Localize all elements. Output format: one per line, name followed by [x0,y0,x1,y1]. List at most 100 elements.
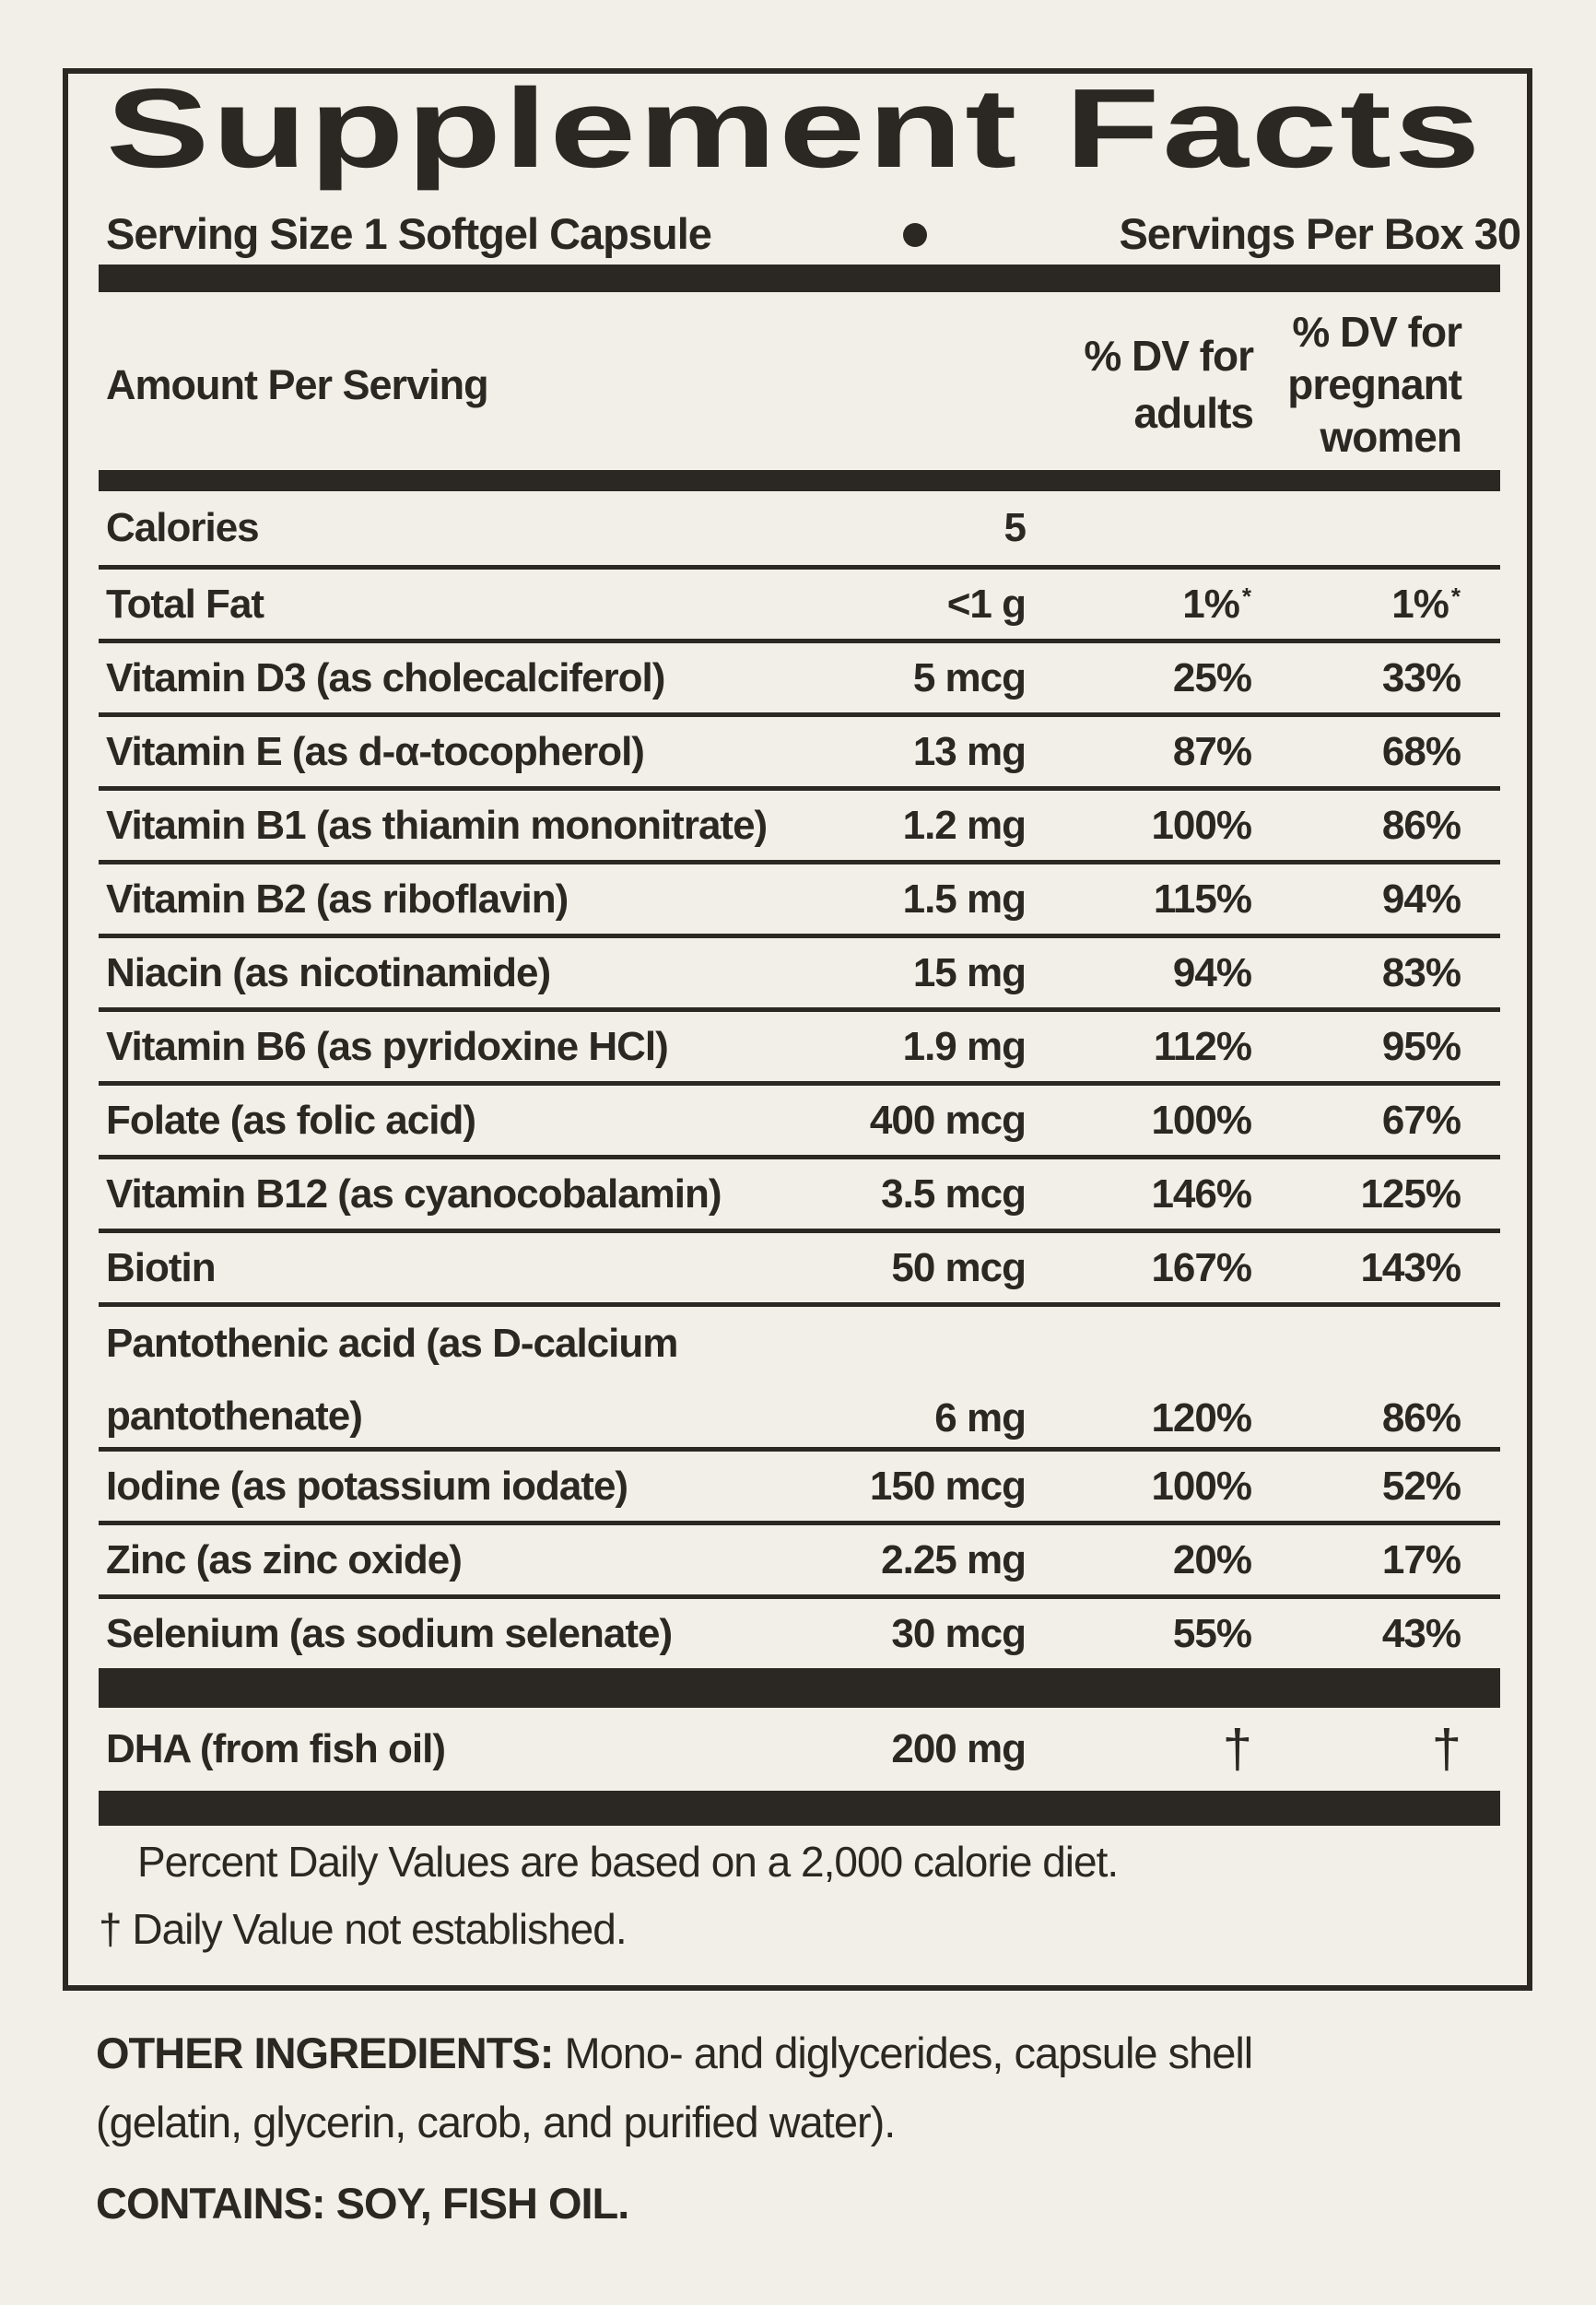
row-label: Vitamin B12 (as cyanocobalamin) [106,1170,722,1217]
row-label: Vitamin B6 (as pyridoxine HCl) [106,1023,669,1069]
footnote-daily-values: Percent Daily Values are based on a 2,00… [137,1838,1119,1886]
row-amount: 1.2 mg [902,802,1027,848]
contains-statement: CONTAINS: SOY, FISH OIL. [96,2179,629,2228]
nutrient-table-dha-section: DHA (from fish oil) 200 mg † † [99,1708,1500,1791]
row-dv-pregnant: 17% [1381,1536,1461,1582]
row-dv-pregnant: 43% [1381,1610,1461,1656]
row-dv-pregnant: 1% * [1391,581,1461,627]
table-row: Biotin 50 mcg 167% 143% [99,1233,1500,1307]
row-amount: 15 mg [912,949,1027,995]
header-line: % DV for [1292,308,1462,356]
row-amount: 1.5 mg [902,876,1027,922]
serving-size-text: Serving Size 1 Softgel Capsule [106,209,712,258]
row-dv-adults: 87% [1172,728,1252,774]
row-dv-adults: 25% [1172,654,1252,700]
separator-bar-thick [99,265,1500,292]
row-label: Calories [106,505,260,550]
row-amount: 5 mcg [912,654,1027,700]
row-label: Vitamin B1 (as thiamin mononitrate) [106,802,768,848]
row-amount: 13 mg [912,728,1027,774]
row-dv-pregnant: 143% [1360,1244,1461,1290]
other-ingredients-line2: (gelatin, glycerin, carob, and purified … [96,2098,896,2146]
table-row: Folate (as folic acid) 400 mcg 100% 67% [99,1086,1500,1159]
row-dv-pregnant: 86% [1381,1395,1461,1441]
row-label: Vitamin D3 (as cholecalciferol) [106,654,665,700]
row-label: DHA (from fish oil) [106,1726,446,1771]
other-ingredients-statement: OTHER INGREDIENTS: Mono- and diglyceride… [96,2018,1496,2157]
separator-bar-medium [99,470,1500,491]
row-label: Folate (as folic acid) [106,1097,476,1143]
servings-per-box-text: Servings Per Box 30 [1119,209,1521,258]
page-title: Supplement Facts [106,65,1484,191]
row-dv-pregnant: 52% [1381,1463,1461,1509]
table-row: Pantothenic acid (as D-calcium pantothena… [99,1307,1500,1452]
other-ingredients-heading: OTHER INGREDIENTS: [96,2029,554,2077]
row-dv-adults: 100% [1151,802,1252,848]
table-row: Zinc (as zinc oxide) 2.25 mg 20% 17% [99,1525,1500,1599]
row-amount: <1 g [946,581,1027,627]
row-dv-pregnant: 83% [1381,949,1461,995]
row-dv-pregnant: 68% [1381,728,1461,774]
table-row: Vitamin D3 (as cholecalciferol) 5 mcg 25% 3… [99,643,1500,717]
row-dv-adults: 120% [1151,1395,1252,1441]
table-row: Total Fat <1 g 1% * 1% * [99,570,1500,643]
row-amount: 6 mg [934,1395,1027,1441]
table-row: Vitamin B6 (as pyridoxine HCl) 1.9 mg 112%… [99,1012,1500,1086]
row-label: Vitamin E (as d-α-tocopherol) [106,728,645,774]
table-row: Calories 5 [99,491,1500,570]
column-header-dv-adults: % DV for adults [1084,327,1254,441]
row-amount: 5 [1003,505,1027,550]
row-label: Iodine (as potassium iodate) [106,1463,628,1509]
header-line: pregnant [1287,360,1462,408]
row-dv-pregnant: 86% [1381,802,1461,848]
row-amount: 30 mcg [891,1610,1027,1656]
separator-bar-thick [99,1791,1500,1826]
row-label: Pantothenic acid (as D-calcium pantothena… [106,1321,678,1439]
row-amount: 150 mcg [869,1463,1027,1509]
table-row-dha: DHA (from fish oil) 200 mg † † [99,1708,1500,1791]
bullet-separator-icon [903,223,927,247]
table-row: Vitamin E (as d-α-tocopherol) 13 mg 87% 68% [99,717,1500,791]
row-dv-adults: 94% [1172,949,1252,995]
table-row: Vitamin B2 (as riboflavin) 1.5 mg 115% 94% [99,864,1500,938]
row-amount: 400 mcg [869,1097,1027,1143]
row-dv-adults: 55% [1172,1610,1252,1656]
row-dv-adults: 1% * [1182,581,1251,627]
separator-bar-thick [99,1668,1500,1708]
row-dv-pregnant: 95% [1381,1023,1461,1069]
row-label: Zinc (as zinc oxide) [106,1536,463,1582]
row-dv-pregnant: 125% [1360,1170,1461,1217]
column-header-dv-pregnant: % DV for pregnant women [1287,306,1462,464]
row-dv-adults: 100% [1151,1097,1252,1143]
row-label: Total Fat [106,581,264,627]
row-label: Biotin [106,1244,217,1290]
row-dv-pregnant: † [1431,1719,1461,1780]
row-amount: 2.25 mg [881,1536,1027,1582]
header-line: % DV for [1084,332,1254,380]
row-label: Niacin (as nicotinamide) [106,949,551,995]
row-dv-adults: 20% [1172,1536,1252,1582]
row-amount: 3.5 mcg [881,1170,1027,1217]
row-dv-adults: † [1222,1719,1252,1780]
row-label: Vitamin B2 (as riboflavin) [106,876,569,922]
footnote-dagger: † Daily Value not established. [99,1905,628,1953]
nutrient-table: Calories 5 Total Fat <1 g 1% * 1% * Vitamin D3 (… [99,491,1500,1668]
table-row: Vitamin B12 (as cyanocobalamin) 3.5 mcg 14… [99,1159,1500,1233]
header-line: adults [1133,389,1254,437]
supplement-facts-box: Supplement Facts Serving Size 1 Softgel … [63,68,1532,1991]
row-dv-adults: 112% [1153,1023,1252,1069]
table-row: Selenium (as sodium selenate) 30 mcg 55% 43… [99,1599,1500,1668]
row-label: Selenium (as sodium selenate) [106,1610,673,1656]
row-dv-adults: 100% [1151,1463,1252,1509]
column-header-amount-per-serving: Amount Per Serving [106,361,489,408]
row-dv-pregnant: 67% [1381,1097,1461,1143]
row-amount: 50 mcg [891,1244,1027,1290]
row-dv-adults: 115% [1153,876,1252,922]
table-row: Iodine (as potassium iodate) 150 mcg 100% 5… [99,1452,1500,1525]
table-row: Niacin (as nicotinamide) 15 mg 94% 83% [99,938,1500,1012]
row-amount: 1.9 mg [902,1023,1027,1069]
serving-line: Serving Size 1 Softgel Capsule Servings … [106,206,1521,263]
table-row: Vitamin B1 (as thiamin mononitrate) 1.2 m… [99,791,1500,864]
other-ingredients-line1: Mono- and diglycerides, capsule shell [553,2029,1253,2077]
row-dv-adults: 167% [1151,1244,1252,1290]
